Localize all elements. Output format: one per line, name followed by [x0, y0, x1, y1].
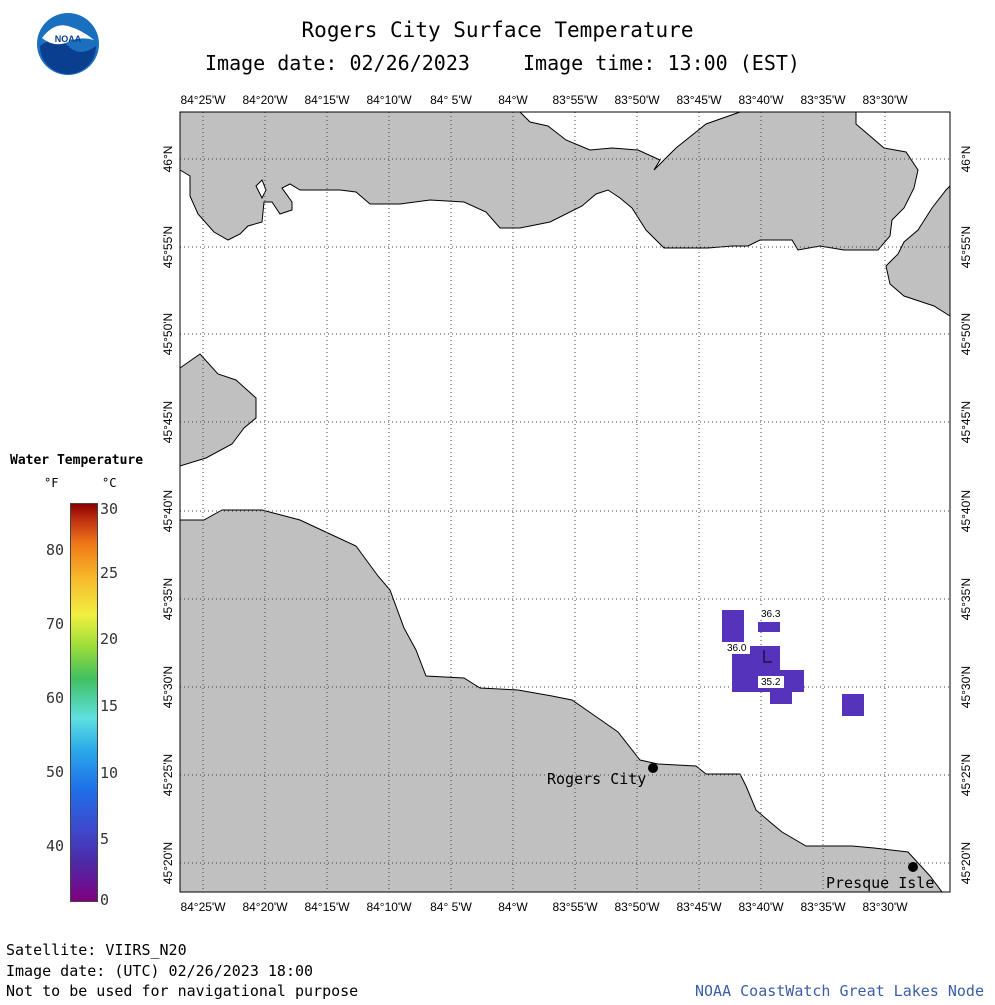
- satellite-info: Satellite: VIIRS_N20: [6, 941, 187, 959]
- latitude-label: 45°20'N: [959, 842, 973, 884]
- legend-tick-f: 50: [45, 763, 64, 781]
- map-frame: [179, 111, 951, 893]
- land: [179, 111, 951, 893]
- longitude-label: 84°25'W: [180, 93, 226, 107]
- latitude-label: 45°25'N: [959, 754, 973, 796]
- longitude-labels-top: 84°25'W 84°20'W 84°15'W 84°10'W 84° 5'W 84°W 8…: [180, 93, 908, 107]
- latitude-label: 45°55'N: [161, 226, 175, 268]
- graticule: [180, 112, 950, 892]
- data-label-2: 36.0: [727, 643, 747, 654]
- longitude-label: 84°15'W: [304, 900, 350, 914]
- longitude-label: 84°W: [498, 900, 528, 914]
- latitude-label: 46°N: [161, 146, 175, 173]
- legend-tick-f: 80: [45, 541, 64, 559]
- legend-tick-c: 25: [100, 564, 119, 582]
- latitude-label: 45°40'N: [959, 490, 973, 532]
- latitude-label: 45°35'N: [161, 578, 175, 620]
- latitude-label: 45°55'N: [959, 226, 973, 268]
- latitude-label: 45°20'N: [161, 842, 175, 884]
- longitude-label: 83°45'W: [676, 93, 722, 107]
- longitude-label: 84°20'W: [242, 900, 288, 914]
- longitude-label: 83°35'W: [800, 93, 846, 107]
- latitude-label: 45°35'N: [959, 578, 973, 620]
- longitude-label: 84°10'W: [366, 900, 412, 914]
- longitude-label: 83°55'W: [552, 93, 598, 107]
- temperature-pixels: [722, 610, 864, 716]
- longitude-label: 83°30'W: [862, 900, 908, 914]
- legend-title: Water Temperature: [10, 453, 144, 468]
- latitude-label: 45°25'N: [161, 754, 175, 796]
- noaa-logo-icon: NOAA: [37, 13, 99, 75]
- color-scale-bar: [70, 503, 98, 902]
- longitude-label: 84°10'W: [366, 93, 412, 107]
- latitude-label: 45°45'N: [959, 401, 973, 443]
- temp-pixel: [770, 690, 792, 704]
- longitude-label: 83°35'W: [800, 900, 846, 914]
- longitude-label: 84°15'W: [304, 93, 350, 107]
- rogers-city-marker: [648, 763, 658, 773]
- water-inlet: [518, 111, 741, 171]
- place-presque-isle: Presque Isle: [826, 874, 934, 892]
- image-date: Image date: 02/26/2023: [205, 51, 470, 75]
- latitude-label: 45°45'N: [161, 401, 175, 443]
- temp-pixel: [780, 670, 804, 692]
- legend-unit-f: °F: [44, 476, 59, 490]
- longitude-label: 83°30'W: [862, 93, 908, 107]
- land-south-shore: [179, 509, 943, 893]
- longitude-label: 84°25'W: [180, 900, 226, 914]
- data-label-bg: [724, 642, 750, 654]
- legend-tick-c: 5: [100, 830, 110, 848]
- longitude-label: 84°20'W: [242, 93, 288, 107]
- land-east-island: [885, 184, 951, 317]
- legend-tick-c: 10: [100, 764, 119, 782]
- latitude-labels-right: 46°N 45°55'N 45°50'N 45°45'N 45°40'N 45°35'N 4…: [959, 146, 973, 885]
- longitude-label: 83°55'W: [552, 900, 598, 914]
- map-title: Rogers City Surface Temperature: [301, 18, 694, 42]
- longitude-label: 83°40'W: [738, 93, 784, 107]
- latitude-label: 45°30'N: [959, 666, 973, 708]
- data-label-3: 35.2: [761, 677, 781, 688]
- legend-tick-c: 15: [100, 697, 119, 715]
- image-time: Image time: 13:00 (EST): [523, 51, 800, 75]
- longitude-label: 83°50'W: [614, 900, 660, 914]
- data-label-1: 36.3: [761, 609, 781, 620]
- land-north-shore: [179, 111, 919, 251]
- presque-isle-marker: [908, 862, 918, 872]
- legend-tick-c: 30: [100, 500, 119, 518]
- temp-pixel: [758, 622, 780, 632]
- temp-pixel: [842, 694, 864, 716]
- legend-tick-c: 0: [100, 891, 110, 909]
- land-west-point: [179, 353, 257, 467]
- legend-tick-c: 20: [100, 630, 119, 648]
- latitude-label: 45°40'N: [161, 490, 175, 532]
- legend-tick-f: 40: [45, 837, 64, 855]
- longitude-label: 83°45'W: [676, 900, 722, 914]
- latitude-labels-left: 46°N 45°55'N 45°50'N 45°45'N 45°40'N 45°35'N 4…: [161, 146, 175, 885]
- latitude-label: 45°50'N: [959, 313, 973, 355]
- data-label-bg: [758, 676, 784, 688]
- utc-image-date: Image date: (UTC) 02/26/2023 18:00: [6, 962, 314, 980]
- legend-tick-f: 70: [45, 615, 64, 633]
- longitude-label: 83°40'W: [738, 900, 784, 914]
- longitude-label: 84° 5'W: [430, 93, 472, 107]
- logo-text: NOAA: [55, 34, 82, 44]
- credit-line: NOAA CoastWatch Great Lakes Node: [695, 982, 984, 1000]
- longitude-label: 84° 5'W: [430, 900, 472, 914]
- legend-unit-c: °C: [102, 476, 117, 490]
- label-leader: [763, 650, 772, 663]
- longitude-labels-bottom: 84°25'W 84°20'W 84°15'W 84°10'W 84° 5'W 84°W 8…: [180, 900, 908, 914]
- place-markers: [648, 763, 918, 872]
- data-label-bg: [758, 608, 784, 620]
- longitude-label: 83°50'W: [614, 93, 660, 107]
- longitude-label: 84°W: [498, 93, 528, 107]
- latitude-label: 45°50'N: [161, 313, 175, 355]
- land-pocket-1: [255, 179, 267, 200]
- latitude-label: 46°N: [959, 146, 973, 173]
- temp-pixel: [722, 610, 744, 642]
- legend-tick-f: 60: [45, 689, 64, 707]
- navigation-warning: Not to be used for navigational purpose: [6, 982, 359, 1000]
- latitude-label: 45°30'N: [161, 666, 175, 708]
- place-rogers-city: Rogers City: [547, 770, 646, 788]
